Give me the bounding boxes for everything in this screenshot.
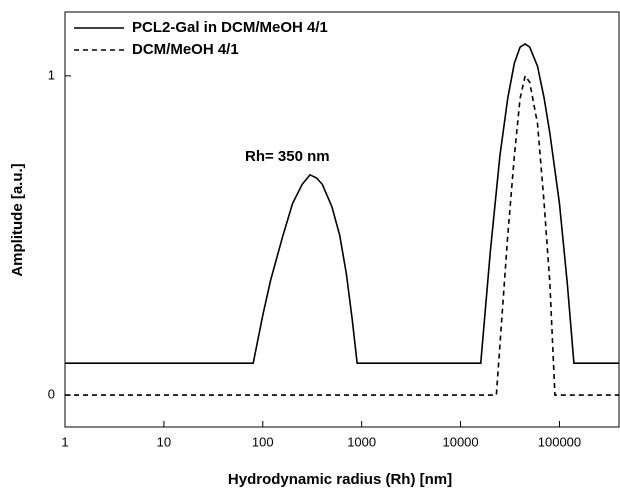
y-tick-label: 0 xyxy=(48,387,55,402)
line xyxy=(65,73,619,396)
y-tick-label: 1 xyxy=(48,67,55,82)
annotation: Rh= 350 nm xyxy=(245,148,330,165)
line xyxy=(65,42,619,364)
x-axis-label: Hydrodynamic radius (Rh) [nm] xyxy=(228,471,452,488)
x-tick-label: 100 xyxy=(252,434,274,449)
y-axis-label: Amplitude [a.u.] xyxy=(9,163,26,276)
legend-label: PCL2-Gal in DCM/MeOH 4/1 xyxy=(132,19,328,36)
x-tick-label: 10 xyxy=(157,434,171,449)
x-tick-label: 100000 xyxy=(538,434,581,449)
x-tick-label: 10000 xyxy=(442,434,478,449)
legend-label: DCM/MeOH 4/1 xyxy=(132,41,239,58)
x-tick-label: 1000 xyxy=(347,434,376,449)
plot-frame xyxy=(64,11,620,428)
x-tick-label: 1 xyxy=(61,434,68,449)
